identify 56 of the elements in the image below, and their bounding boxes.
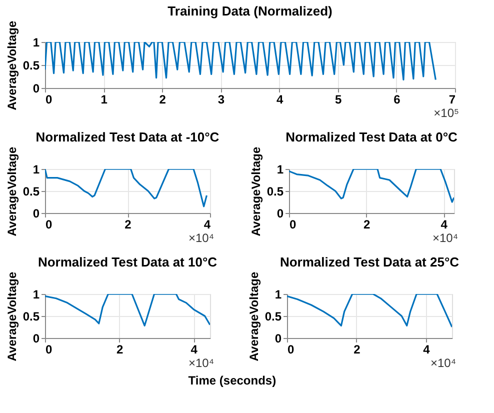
y-axis-title: AverageVoltage [4, 20, 19, 110]
text: ×10⁴ [430, 356, 456, 370]
chart-title: Normalized Test Data at 10°C [38, 254, 218, 270]
y-tick-label: 1 [32, 288, 40, 302]
line-series [45, 42, 436, 81]
x-tick-label: 2 [354, 342, 361, 356]
y-tick-label: 1 [32, 162, 40, 176]
chart-title: Training Data (Normalized) [168, 3, 332, 18]
y-axis-title: AverageVoltage [4, 146, 19, 236]
y-tick-label: 1 [274, 288, 282, 302]
x-tick-label: 4 [440, 218, 448, 232]
x-tick-label: 6 [394, 92, 401, 106]
x-tick-label: 4 [423, 342, 430, 356]
x-tick-label: 0 [46, 92, 52, 106]
line-series [287, 294, 452, 328]
text: ×10⁵ [434, 106, 460, 120]
y-tick-label: 0 [32, 206, 40, 220]
y-axis-title: AverageVoltage [246, 271, 261, 362]
y-tick-label: 0 [32, 332, 40, 346]
x-tick-label: 0 [288, 342, 294, 356]
text: ×10⁴ [188, 231, 214, 245]
y-axis-title: AverageVoltage [248, 146, 263, 236]
y-axis-title: AverageVoltage [4, 271, 19, 362]
line-series [289, 169, 454, 203]
x-tick-label: 4 [276, 92, 284, 106]
x-tick-label: 0 [290, 218, 296, 232]
x-tick-label: 7 [448, 92, 456, 106]
x-tick-label: 4 [190, 342, 198, 356]
chart-title: Normalized Test Data at 0°C [286, 129, 458, 144]
text: ×10⁴ [188, 356, 214, 370]
text: ×10⁴ [432, 231, 458, 245]
x-tick-label: 0 [46, 218, 52, 232]
y-tick-label: 0 [276, 206, 284, 220]
x-tick-label: 2 [116, 342, 124, 356]
x-tick-label: 0 [46, 342, 52, 356]
x-tick-label: 2 [159, 92, 166, 106]
x-tick-label: 3 [218, 92, 225, 106]
y-tick-label: 1 [32, 36, 40, 50]
y-tick-label: 0 [274, 332, 282, 346]
y-tick-label: 0.5 [22, 58, 40, 72]
x-tick-label: 5 [335, 92, 342, 106]
y-tick-label: 0 [32, 82, 40, 96]
chart-title: Normalized Test Data at 25°C [280, 254, 460, 270]
x-tick-label: 4 [204, 218, 211, 232]
x-axis-title: Time (seconds) [188, 374, 276, 388]
x-tick-label: 2 [363, 218, 370, 232]
line-series [45, 294, 210, 326]
y-tick-label: 0.5 [22, 310, 40, 324]
chart-title: Normalized Test Data at -10°C [36, 129, 220, 144]
x-tick-label: 2 [124, 218, 132, 232]
y-tick-label: 1 [276, 162, 284, 176]
line-series [45, 169, 208, 208]
y-tick-label: 0.5 [266, 184, 284, 198]
x-tick-label: 1 [100, 92, 108, 106]
y-tick-label: 0.5 [22, 184, 40, 198]
y-tick-label: 0.5 [264, 310, 282, 324]
